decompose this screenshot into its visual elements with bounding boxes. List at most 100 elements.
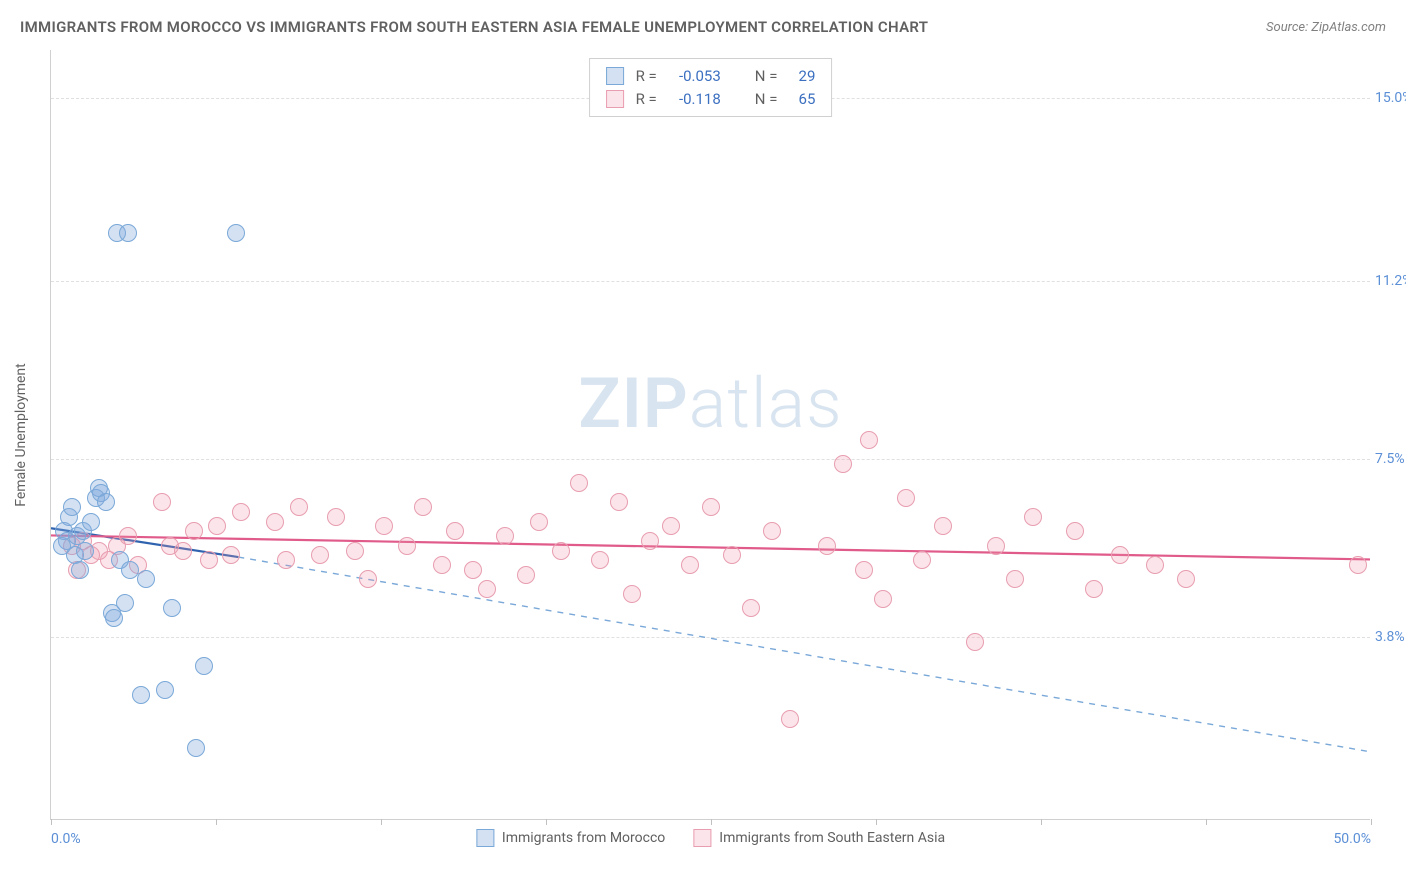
data-point-blue	[97, 493, 115, 511]
data-point-pink	[591, 551, 609, 569]
y-axis-label: Female Unemployment	[13, 363, 29, 507]
data-point-pink	[222, 546, 240, 564]
data-point-pink	[517, 566, 535, 584]
watermark: ZIPatlas	[578, 363, 842, 445]
data-point-pink	[1024, 508, 1042, 526]
data-point-pink	[327, 508, 345, 526]
data-point-blue	[53, 537, 71, 555]
x-tick-mark	[711, 819, 712, 825]
x-tick-mark	[1371, 819, 1372, 825]
data-point-blue	[137, 570, 155, 588]
data-point-pink	[874, 590, 892, 608]
data-point-blue	[119, 224, 137, 242]
data-point-pink	[1085, 580, 1103, 598]
data-point-pink	[855, 561, 873, 579]
data-point-pink	[398, 537, 416, 555]
data-point-pink	[834, 455, 852, 473]
trend-line-pink	[51, 535, 1370, 559]
swatch-blue	[606, 67, 624, 85]
data-point-blue	[116, 594, 134, 612]
data-point-blue	[163, 599, 181, 617]
gridline	[51, 637, 1370, 638]
chart-title: IMMIGRANTS FROM MOROCCO VS IMMIGRANTS FR…	[20, 18, 928, 36]
x-tick-mark	[381, 819, 382, 825]
data-point-blue	[82, 513, 100, 531]
data-point-pink	[359, 570, 377, 588]
bottom-legend: Immigrants from Morocco Immigrants from …	[476, 829, 945, 847]
data-point-pink	[681, 556, 699, 574]
data-point-pink	[174, 542, 192, 560]
legend-item-blue: Immigrants from Morocco	[476, 829, 665, 847]
data-point-pink	[153, 493, 171, 511]
title-bar: IMMIGRANTS FROM MOROCCO VS IMMIGRANTS FR…	[20, 18, 1386, 36]
data-point-pink	[200, 551, 218, 569]
legend-item-pink: Immigrants from South Eastern Asia	[693, 829, 945, 847]
data-point-pink	[1066, 522, 1084, 540]
data-point-pink	[781, 710, 799, 728]
data-point-pink	[987, 537, 1005, 555]
y-tick-label: 15.0%	[1375, 90, 1406, 106]
data-point-pink	[478, 580, 496, 598]
plot-area: ZIPatlas Female Unemployment 3.8%7.5%11.…	[50, 50, 1370, 820]
swatch-blue-icon	[476, 829, 494, 847]
x-tick-mark	[876, 819, 877, 825]
data-point-blue	[187, 739, 205, 757]
data-point-blue	[156, 681, 174, 699]
data-point-pink	[723, 546, 741, 564]
trend-line-blue-extrapolated	[238, 557, 1370, 752]
data-point-pink	[346, 542, 364, 560]
data-point-pink	[1349, 556, 1367, 574]
data-point-pink	[208, 517, 226, 535]
y-tick-label: 11.2%	[1375, 273, 1406, 289]
data-point-pink	[966, 633, 984, 651]
stats-row-pink: R = -0.118 N = 65	[606, 88, 816, 111]
data-point-pink	[185, 522, 203, 540]
data-point-pink	[934, 517, 952, 535]
data-point-pink	[1146, 556, 1164, 574]
y-tick-label: 7.5%	[1375, 451, 1406, 467]
data-point-pink	[742, 599, 760, 617]
x-tick-mark	[1041, 819, 1042, 825]
data-point-pink	[464, 561, 482, 579]
gridline	[51, 281, 1370, 282]
gridline	[51, 459, 1370, 460]
data-point-pink	[414, 498, 432, 516]
data-point-pink	[623, 585, 641, 603]
stats-legend-box: R = -0.053 N = 29 R = -0.118 N = 65	[589, 58, 833, 117]
data-point-pink	[1006, 570, 1024, 588]
data-point-pink	[897, 489, 915, 507]
source-attribution: Source: ZipAtlas.com	[1266, 20, 1386, 35]
trend-lines	[51, 50, 1370, 819]
data-point-blue	[63, 498, 81, 516]
data-point-pink	[232, 503, 250, 521]
stats-row-blue: R = -0.053 N = 29	[606, 65, 816, 88]
data-point-pink	[860, 431, 878, 449]
data-point-pink	[496, 527, 514, 545]
data-point-pink	[446, 522, 464, 540]
x-tick-mark	[1206, 819, 1207, 825]
data-point-pink	[763, 522, 781, 540]
data-point-pink	[1177, 570, 1195, 588]
data-point-pink	[266, 513, 284, 531]
data-point-pink	[433, 556, 451, 574]
data-point-pink	[530, 513, 548, 531]
x-tick-label: 50.0%	[1333, 831, 1371, 847]
y-tick-label: 3.8%	[1375, 629, 1406, 645]
data-point-pink	[290, 498, 308, 516]
data-point-blue	[132, 686, 150, 704]
data-point-pink	[119, 527, 137, 545]
data-point-pink	[818, 537, 836, 555]
swatch-pink-icon	[693, 829, 711, 847]
x-tick-label: 0.0%	[51, 831, 81, 847]
data-point-pink	[1111, 546, 1129, 564]
data-point-pink	[662, 517, 680, 535]
data-point-pink	[913, 551, 931, 569]
data-point-pink	[552, 542, 570, 560]
data-point-blue	[76, 542, 94, 560]
data-point-pink	[277, 551, 295, 569]
x-tick-mark	[216, 819, 217, 825]
x-tick-mark	[546, 819, 547, 825]
data-point-blue	[195, 657, 213, 675]
data-point-blue	[71, 561, 89, 579]
swatch-pink	[606, 90, 624, 108]
